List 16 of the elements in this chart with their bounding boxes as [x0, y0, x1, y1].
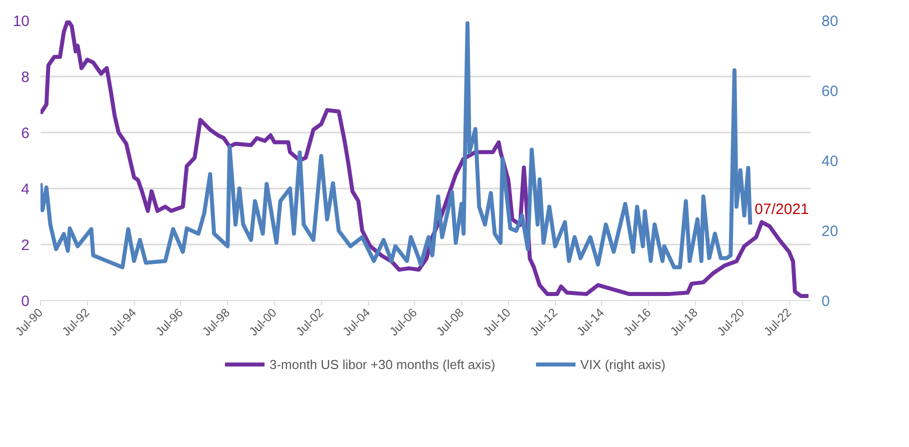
y2-tick-label: 0 [822, 293, 830, 310]
line-series [40, 20, 810, 298]
y2-tick-label: 80 [822, 13, 838, 30]
y2-tick-label: 20 [822, 223, 838, 240]
annotation: 07/2021 [754, 201, 809, 218]
legend-label: VIX (right axis) [580, 356, 666, 372]
y-tick-label: 2 [21, 237, 30, 254]
y-tick-label: 8 [21, 69, 30, 86]
legend-label: 3-month US libor +30 months (left axis) [269, 356, 496, 372]
y2-tick-label: 40 [822, 153, 838, 170]
y2-tick-label: 60 [822, 83, 838, 100]
y-tick-label: 0 [21, 293, 30, 310]
line-series [40, 21, 752, 270]
y-tick-label: 6 [21, 125, 30, 142]
y-tick-label: 4 [21, 181, 30, 198]
y-tick-label: 10 [12, 13, 30, 30]
